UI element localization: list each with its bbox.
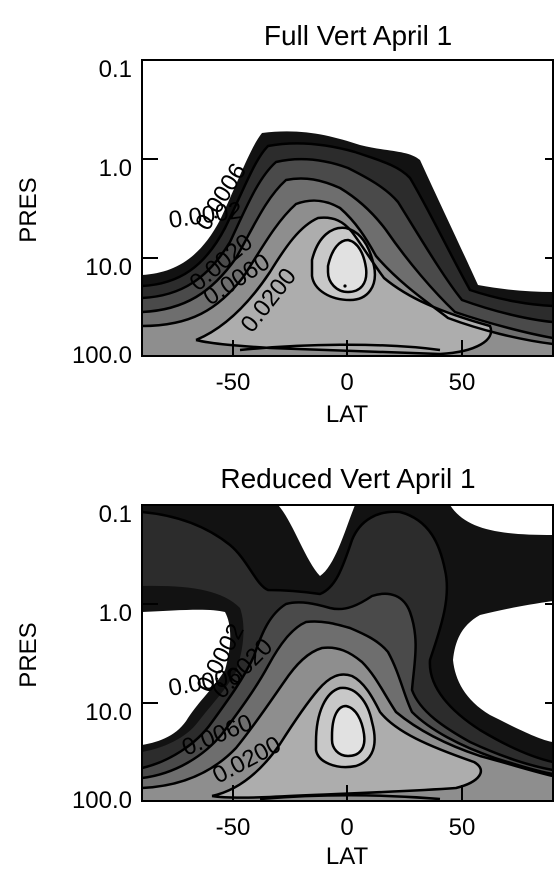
contour-fills: [142, 505, 553, 801]
contour-fills: [142, 131, 553, 356]
contour-lines: [142, 510, 553, 801]
y-axis-label: PRES: [15, 177, 42, 242]
x-tick-label: 0: [340, 369, 353, 396]
x-axis: [232, 340, 463, 356]
contour-line: [259, 794, 441, 801]
x-tick-label: -50: [216, 369, 251, 396]
contour-band-7: [332, 706, 365, 756]
y-axis: [142, 59, 553, 357]
x-tick-label: 0: [340, 814, 353, 841]
contour-line: [314, 686, 376, 769]
contour-line: [142, 157, 553, 324]
x-tick-label: -50: [216, 814, 251, 841]
x-tick-label: 50: [449, 814, 476, 841]
contour-line: [142, 142, 553, 308]
contour-line: [326, 238, 368, 294]
panel-reduced-vert: Reduced Vert April 1 0.0006: [15, 463, 554, 870]
y-tick-label: 100.0: [72, 787, 132, 814]
y-axis: [142, 504, 553, 802]
panel-full-vert: Full Vert April 1 0.0002: [15, 20, 554, 428]
y-tick-label: 1.0: [99, 600, 132, 627]
peak-dot: [343, 284, 347, 288]
y-tick-label: 10.0: [85, 699, 132, 726]
y-tick-label: 1.0: [99, 155, 132, 182]
contour-line: [330, 704, 366, 758]
contour-line: [195, 216, 493, 356]
contour-lines: [142, 142, 553, 356]
x-axis-label: LAT: [326, 401, 369, 428]
contour-line: [142, 592, 553, 772]
x-tick-label: 50: [449, 369, 476, 396]
contour-line: [239, 343, 441, 352]
contour-line: [142, 510, 553, 764]
y-tick-label: 100.0: [72, 342, 132, 369]
contour-line: [142, 199, 553, 346]
y-tick-label: 10.0: [85, 254, 132, 281]
y-tick-label: 0.1: [99, 501, 132, 528]
contour-line: [142, 646, 553, 790]
contour-line: [142, 177, 553, 340]
y-tick-label: 0.1: [99, 56, 132, 83]
contour-line: [310, 226, 377, 302]
contour-band-7: [328, 240, 367, 292]
chart-title: Full Vert April 1: [264, 20, 452, 51]
chart-title: Reduced Vert April 1: [220, 463, 475, 494]
contour-line: [142, 620, 553, 780]
x-axis-label: LAT: [326, 843, 369, 870]
x-axis: [232, 785, 463, 801]
y-axis-label: PRES: [15, 622, 42, 687]
